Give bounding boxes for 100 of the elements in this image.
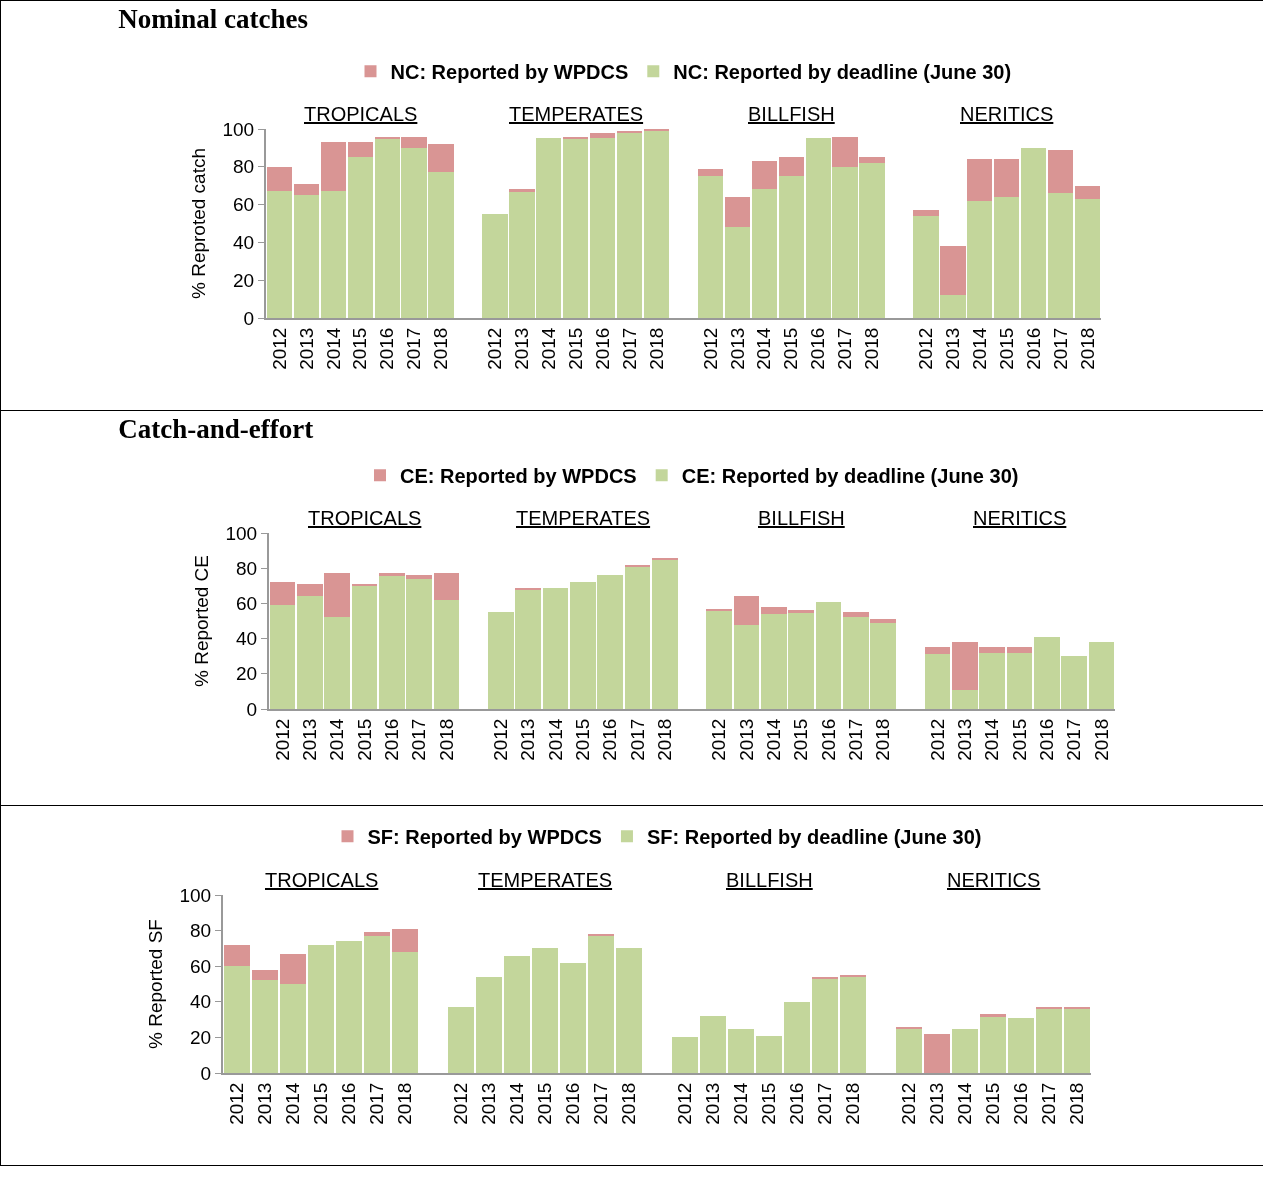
bar xyxy=(269,605,296,709)
bar xyxy=(697,176,724,318)
x-tick-label: 2012 xyxy=(226,1082,248,1125)
x-tick-label: 2017 xyxy=(403,327,425,370)
bar xyxy=(778,157,804,177)
x-tick-label: 2015 xyxy=(310,1082,332,1125)
x-tick-label: 2012 xyxy=(268,327,290,370)
x-tick-label: 2016 xyxy=(338,1082,360,1125)
text: TEMPERATES xyxy=(516,507,651,529)
bar xyxy=(733,624,760,709)
x-tick-label: 2018 xyxy=(842,1082,864,1125)
x-tick-label: 2017 xyxy=(590,1082,612,1125)
bar xyxy=(724,197,751,228)
x-tick-label: 2013 xyxy=(942,327,964,370)
bar xyxy=(347,157,373,318)
bar xyxy=(778,176,804,318)
bar xyxy=(335,941,363,1073)
y-tick-label: 80 xyxy=(190,920,212,942)
bar xyxy=(363,932,391,936)
bar xyxy=(697,168,724,177)
bar xyxy=(1021,147,1047,318)
x-tick-label: 2013 xyxy=(511,327,533,370)
x-tick-label: 2012 xyxy=(699,327,721,370)
x-tick-label: 2017 xyxy=(1038,1082,1060,1125)
x-tick-label: 2013 xyxy=(954,718,976,761)
x-tick-label: 2013 xyxy=(735,718,757,761)
y-tick-label: 20 xyxy=(233,269,255,291)
x-tick-label: 2018 xyxy=(394,1082,416,1125)
x-tick-label: 2016 xyxy=(1010,1082,1032,1125)
bar xyxy=(842,612,869,618)
text: TROPICALS xyxy=(265,869,379,891)
bar xyxy=(616,130,643,133)
bar xyxy=(223,944,251,967)
x-tick-label: 2016 xyxy=(380,718,402,761)
x-tick-label: 2014 xyxy=(968,327,990,370)
bar xyxy=(307,944,335,1073)
bar xyxy=(979,1016,1007,1073)
bar xyxy=(279,984,307,1073)
x-tick-label: 2013 xyxy=(726,327,748,370)
bar xyxy=(433,573,460,600)
bar xyxy=(279,953,307,984)
y-tick-label: 40 xyxy=(236,628,258,650)
x-tick-label: 2015 xyxy=(353,718,375,761)
bar xyxy=(447,1007,475,1073)
x-tick-label: 2015 xyxy=(790,718,812,761)
x-tick-label: 2013 xyxy=(299,718,321,761)
x-tick-label: 2015 xyxy=(534,1082,556,1125)
x-tick-label: 2015 xyxy=(758,1082,780,1125)
x-tick-label: 2012 xyxy=(708,718,730,761)
x-tick-label: 2014 xyxy=(763,718,785,761)
y-axis-title: % Reported SF xyxy=(144,919,166,1049)
bar xyxy=(531,948,559,1073)
chart-title: Nominal catches xyxy=(118,3,309,34)
x-tick-label: 2016 xyxy=(376,327,398,370)
x-tick-label: 2015 xyxy=(995,327,1017,370)
x-tick-label: 2014 xyxy=(537,327,559,370)
bar xyxy=(706,610,733,709)
bar xyxy=(320,191,346,318)
bar xyxy=(559,962,587,1073)
x-tick-label: 2014 xyxy=(282,1082,304,1125)
y-tick-label: 100 xyxy=(225,522,258,544)
legend-label: NC: Reported by WPDCS xyxy=(390,61,629,84)
x-tick-label: 2018 xyxy=(872,718,894,761)
text: TEMPERATES xyxy=(478,869,613,891)
y-tick-label: 0 xyxy=(200,1062,212,1084)
text: BILLFISH xyxy=(748,103,835,125)
x-tick-label: 2012 xyxy=(450,1082,472,1125)
bar xyxy=(624,566,651,709)
bar xyxy=(251,980,279,1073)
x-tick-label: 2012 xyxy=(898,1082,920,1125)
text: TEMPERATES xyxy=(509,103,644,125)
bar xyxy=(293,195,320,318)
x-tick-label: 2015 xyxy=(564,327,586,370)
x-tick-label: 2018 xyxy=(653,718,675,761)
x-tick-label: 2015 xyxy=(1008,718,1030,761)
x-tick-label: 2018 xyxy=(1090,718,1112,761)
bar xyxy=(320,142,346,192)
y-tick-label: 100 xyxy=(179,884,212,906)
x-tick-label: 2018 xyxy=(430,327,452,370)
bar xyxy=(1006,652,1033,709)
x-tick-label: 2015 xyxy=(349,327,371,370)
bar xyxy=(1063,1008,1091,1073)
y-tick-label: 60 xyxy=(233,194,255,216)
x-tick-label: 2018 xyxy=(1066,1082,1088,1125)
x-tick-label: 2015 xyxy=(982,1082,1004,1125)
bar xyxy=(727,1028,755,1073)
bar xyxy=(733,596,760,625)
x-tick-label: 2016 xyxy=(786,1082,808,1125)
legend-label: CE: Reported by deadline (June 30) xyxy=(681,465,1019,488)
bar xyxy=(1006,647,1033,653)
x-tick-label: 2013 xyxy=(295,327,317,370)
bar xyxy=(223,966,251,1073)
x-tick-label: 2014 xyxy=(506,1082,528,1125)
x-tick-label: 2012 xyxy=(926,718,948,761)
bar xyxy=(671,1037,699,1073)
bar xyxy=(1007,1017,1035,1073)
bar xyxy=(755,1035,783,1073)
bar xyxy=(951,1028,979,1073)
x-tick-label: 2016 xyxy=(1022,327,1044,370)
bar xyxy=(615,948,643,1073)
